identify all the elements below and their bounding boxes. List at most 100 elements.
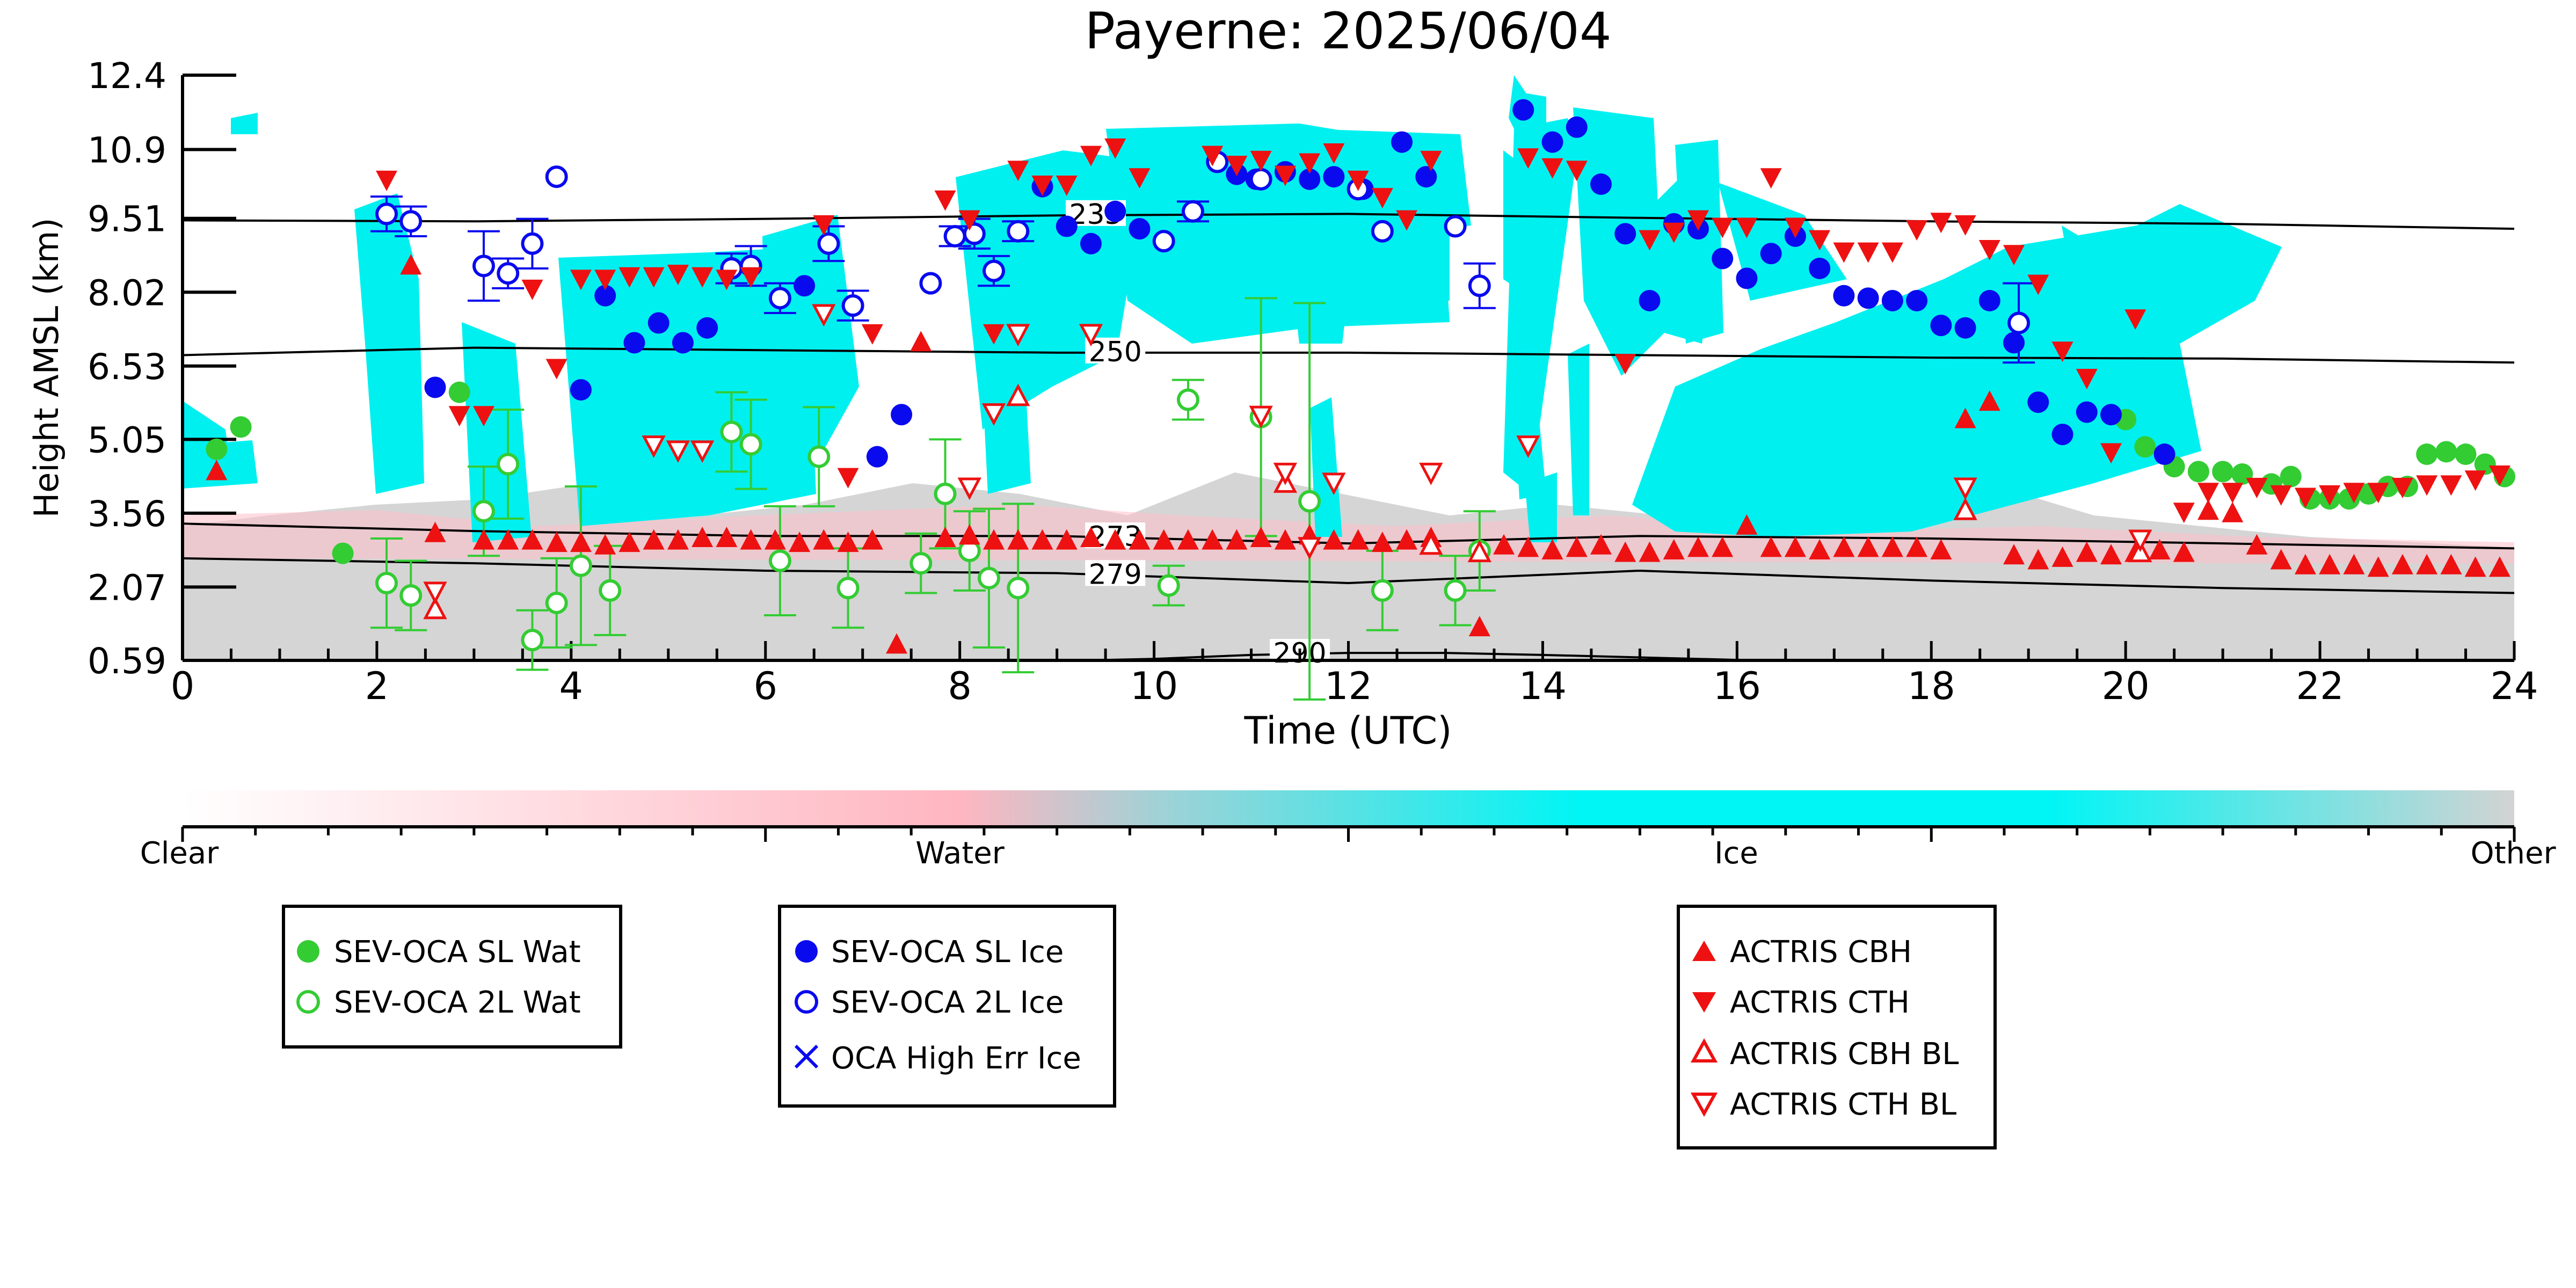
y-tick-label: 9.51 (88, 199, 166, 240)
actris-cth-point (1809, 230, 1831, 251)
actris-cbh-point (497, 529, 519, 550)
actris-cbh-point (2294, 554, 2316, 574)
x-tick-label: 14 (1519, 664, 1567, 708)
actris-cth-point (376, 170, 398, 191)
ice-region (1310, 397, 1342, 537)
actris-cth-point (2294, 487, 2316, 508)
legend-box (282, 905, 622, 1049)
actris-cth-point (1614, 354, 1636, 375)
actris-cth-point (2270, 485, 2292, 506)
actris-cbh-bl-point (1953, 497, 1977, 520)
actris-cth-point (570, 270, 592, 290)
sev-oca-sl-wat-point (2280, 465, 2302, 487)
actris-cbh-point (934, 526, 956, 547)
actris-cbh-point (1396, 529, 1418, 550)
sev-oca-2l-wat-point (909, 552, 933, 575)
chart-title: Payerne: 2025/06/04 (1085, 2, 1611, 61)
actris-cbh-point (2051, 546, 2073, 567)
actris-cbh-point (861, 529, 883, 550)
sev-oca-2l-wat-point (472, 500, 495, 523)
actris-cth-point (1323, 143, 1345, 164)
sev-oca-sl-ice-point (1857, 287, 1879, 309)
actris-cth-point (1760, 168, 1782, 189)
actris-cbh-point (1056, 529, 1078, 550)
actris-cth-point (1978, 240, 2000, 261)
sev-oca-2l-ice-point (817, 232, 840, 255)
legend-water: SEV-OCA SL Wat SEV-OCA 2L Wat (282, 905, 622, 1049)
sev-oca-2l-wat-point (545, 591, 568, 614)
y-ticks: 0.59 2.07 3.56 5.05 6.53 8.02 9.51 10.9 12.4 (88, 55, 236, 682)
actris-cbh-point (1129, 529, 1151, 550)
actris-cth-point (861, 324, 883, 345)
actris-cbh-point (2003, 544, 2025, 565)
x-tick-label: 24 (2490, 664, 2538, 708)
actris-cbh-point (206, 460, 228, 481)
actris-cth-point (1663, 222, 1685, 243)
ice-region (2062, 225, 2158, 408)
sev-oca-2l-wat-point (807, 445, 831, 468)
sev-oca-sl-ice-point (2100, 404, 2122, 426)
legend-marker-2l-wat (296, 990, 320, 1014)
x-axis-label: Time (UTC) (1244, 709, 1452, 753)
sev-oca-2l-ice-point (545, 165, 568, 188)
sev-oca-2l-wat-point (1176, 388, 1199, 411)
sev-oca-2l-ice-point (497, 262, 520, 285)
actris-cbh-point (1371, 532, 1393, 552)
legend-label-sl-ice: SEV-OCA SL Ice (831, 935, 1064, 970)
actris-cth-point (1031, 176, 1053, 197)
actris-cth-point (2003, 245, 2025, 266)
actris-cbh-point (958, 524, 980, 545)
actris-cbh-point (1760, 536, 1782, 557)
actris-cbh-point (2173, 541, 2195, 562)
actris-cbh-point (545, 532, 567, 552)
actris-cbh-point (472, 529, 494, 550)
sev-oca-2l-wat-point (739, 433, 762, 456)
actris-cth-bl-point (1273, 462, 1298, 485)
y-tick-label: 8.02 (88, 272, 166, 314)
legend-marker-high-err-ice (794, 1044, 819, 1069)
legend-box (778, 905, 1116, 1108)
actris-cbh-point (2391, 554, 2413, 574)
actris-cth-point (1881, 242, 1903, 263)
sev-oca-sl-ice-point (1299, 168, 1321, 190)
sev-oca-2l-wat-point (1371, 579, 1394, 602)
actris-cbh-point (1566, 536, 1588, 557)
actris-cth-point (1299, 153, 1321, 174)
colorbar-label-clear: Clear (140, 836, 219, 871)
actris-cth-point (2222, 483, 2244, 504)
sev-oca-2l-ice-point (1468, 274, 1491, 297)
actris-cbh-point (618, 532, 641, 552)
actris-cth-point (1202, 145, 1224, 166)
actris-cth-point (2100, 443, 2122, 464)
actris-cbh-bl-point (1006, 383, 1030, 406)
actris-cth-point (2367, 483, 2389, 504)
actris-cth-bl-point (812, 304, 836, 327)
ice-region (762, 215, 859, 483)
legend-label-2l-wat: SEV-OCA 2L Wat (334, 985, 581, 1020)
actris-cth-point (545, 359, 567, 380)
sev-oca-2l-wat-point (521, 629, 544, 652)
legend-label-cth: ACTRIS CTH (1730, 985, 1910, 1020)
sev-oca-sl-ice-point (1930, 315, 1952, 337)
actris-cbh-point (2319, 554, 2341, 574)
y-tick-label: 6.53 (88, 346, 166, 388)
sev-oca-2l-wat-point (599, 579, 622, 602)
actris-cth-bl-point (690, 440, 715, 463)
actris-cbh-point (2440, 554, 2462, 574)
actris-cbh-bl-point (1467, 540, 1491, 563)
actris-cth-point (2319, 485, 2341, 506)
actris-cbh-point (667, 529, 689, 550)
sev-oca-sl-ice-point (2003, 332, 2025, 354)
y-tick-label: 12.4 (88, 55, 166, 97)
sev-oca-sl-ice-point (1104, 200, 1126, 222)
sev-oca-2l-wat-point (1444, 579, 1467, 602)
actris-cth-point (1833, 242, 1855, 263)
actris-cbh-point (1517, 536, 1539, 557)
actris-cbh-point (1857, 536, 1879, 557)
sev-oca-sl-ice-point (2051, 424, 2073, 446)
sev-oca-sl-ice-point (2027, 391, 2049, 413)
x-tick-label: 4 (559, 664, 584, 708)
actris-cbh-point (1736, 514, 1758, 535)
actris-cth-point (1347, 170, 1369, 191)
